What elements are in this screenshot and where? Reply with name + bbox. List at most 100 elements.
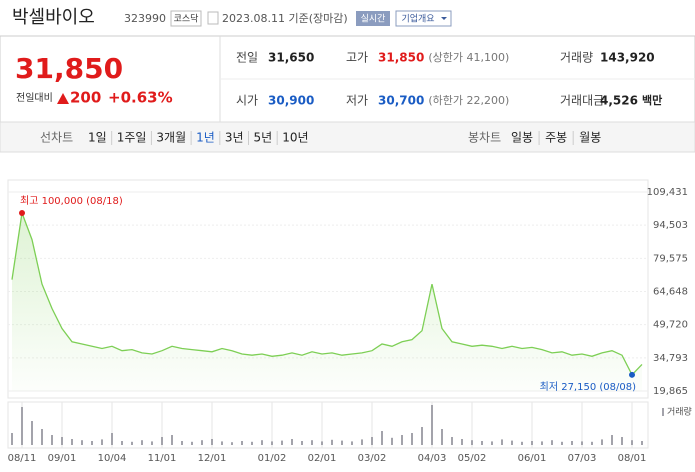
- volume-bar: [621, 437, 623, 445]
- volume-legend-icon: [662, 408, 664, 416]
- volume-bar: [511, 440, 513, 445]
- volume-bar: [631, 440, 633, 445]
- quote-label: 전일: [236, 51, 258, 65]
- stock-name: 박셀바이오: [12, 7, 95, 28]
- y-tick-label: 94,503: [653, 220, 688, 231]
- change-label: 전일대비: [16, 92, 53, 104]
- x-tick-label: 03/02: [358, 453, 387, 464]
- volume-bar: [41, 429, 43, 445]
- volume-bar: [81, 440, 83, 445]
- tab-group-label: 선차트: [40, 131, 73, 145]
- period-tab[interactable]: 1일: [88, 131, 107, 145]
- volume-bar: [131, 441, 133, 445]
- price-line: [11, 210, 643, 376]
- volume-bar: [541, 441, 543, 445]
- date: 2023.08.11 기준(장마감): [222, 12, 348, 25]
- volume-bar: [461, 439, 463, 445]
- volume-bar: [201, 440, 203, 445]
- candle-tab[interactable]: 월봉: [579, 131, 601, 145]
- x-tick-label: 04/03: [418, 453, 447, 464]
- volume-bar: [551, 440, 553, 445]
- volume-bar: [361, 439, 363, 445]
- x-tick-label: 12/01: [198, 453, 227, 464]
- realtime-text[interactable]: 실시간: [361, 14, 386, 25]
- y-tick-label: 79,575: [653, 253, 688, 264]
- market-badge: [170, 10, 202, 27]
- volume-bar: [171, 435, 173, 445]
- volume-bar: [141, 440, 143, 445]
- volume-bar: [391, 437, 393, 445]
- volume-bar: [71, 439, 73, 445]
- up-arrow: [57, 93, 69, 104]
- volume-bar: [151, 441, 153, 445]
- period-tab[interactable]: 3년: [225, 131, 244, 145]
- volume-bar: [231, 442, 233, 445]
- volume-bar: [581, 441, 583, 445]
- volume-bar: [11, 433, 13, 445]
- candle-tab[interactable]: 주봉: [545, 131, 567, 145]
- tab-group-label: 봉차트: [468, 131, 501, 145]
- change-pct: +0.63%: [108, 89, 173, 107]
- x-tick-label: 05/02: [458, 453, 487, 464]
- market-text: 코스닥: [174, 14, 199, 25]
- change: 200: [70, 89, 101, 107]
- stock-code: 323990: [124, 12, 166, 25]
- volume-bar: [451, 437, 453, 445]
- max-dot: [19, 209, 25, 216]
- volume-bar: [51, 435, 53, 445]
- period-tab[interactable]: 1주일: [117, 131, 147, 145]
- volume-bar: [21, 407, 23, 445]
- x-tick-label: 10/04: [98, 453, 127, 464]
- y-tick-label: 64,648: [653, 287, 688, 298]
- y-tick-label: 109,431: [647, 187, 688, 198]
- volume-bar: [341, 440, 343, 445]
- volume-bar: [571, 441, 573, 445]
- quote-value: 31,650: [268, 51, 314, 65]
- quote-note: (상한가 41,100): [428, 51, 509, 64]
- volume-bar: [211, 439, 213, 445]
- volume-bar: [561, 441, 563, 445]
- volume-bar: [601, 439, 603, 445]
- x-tick-label: 08/01: [618, 453, 647, 464]
- volume-bar: [281, 440, 283, 445]
- period-tab[interactable]: 3개월: [156, 131, 186, 145]
- quote-label: 저가: [346, 94, 368, 108]
- min-label: 최저 27,150 (08/08): [540, 381, 636, 393]
- quote-value: 4,526: [600, 94, 638, 108]
- quote-label: 거래량: [560, 51, 593, 65]
- plot-area: [7, 179, 649, 399]
- company-button[interactable]: [395, 10, 452, 27]
- volume-bar: [321, 441, 323, 445]
- volume-bar: [311, 440, 313, 445]
- volume-bar: [481, 441, 483, 445]
- volume-bar: [491, 441, 493, 445]
- volume-bar: [381, 431, 383, 445]
- volume-bar: [421, 427, 423, 445]
- min-dot: [629, 371, 635, 378]
- company-text[interactable]: 기업개요: [401, 14, 434, 25]
- period-tab[interactable]: 10년: [282, 131, 308, 145]
- period-tab[interactable]: 1년: [196, 131, 215, 145]
- volume-bar: [91, 441, 93, 445]
- quote-label: 거래대금: [560, 94, 604, 108]
- x-tick-label: 11/01: [148, 453, 177, 464]
- quote-value: 143,920: [600, 51, 655, 65]
- volume-bar: [501, 439, 503, 445]
- x-tick-label: 08/11: [8, 453, 37, 464]
- volume-legend: 거래량: [667, 406, 692, 418]
- realtime-button[interactable]: [356, 11, 390, 26]
- candle-tab[interactable]: 일봉: [511, 131, 533, 145]
- period-tab[interactable]: 5년: [254, 131, 273, 145]
- volume-bar: [591, 441, 593, 445]
- volume-bar: [471, 440, 473, 445]
- x-tick-label: 06/01: [518, 453, 547, 464]
- volume-bar: [161, 437, 163, 445]
- quote-unit: 백만: [642, 93, 662, 107]
- volume-bar: [431, 405, 433, 445]
- volume-bar: [531, 441, 533, 445]
- volume-bar: [111, 433, 113, 445]
- volume-bar: [121, 441, 123, 445]
- volume-bar: [101, 439, 103, 445]
- volume-bar: [181, 441, 183, 445]
